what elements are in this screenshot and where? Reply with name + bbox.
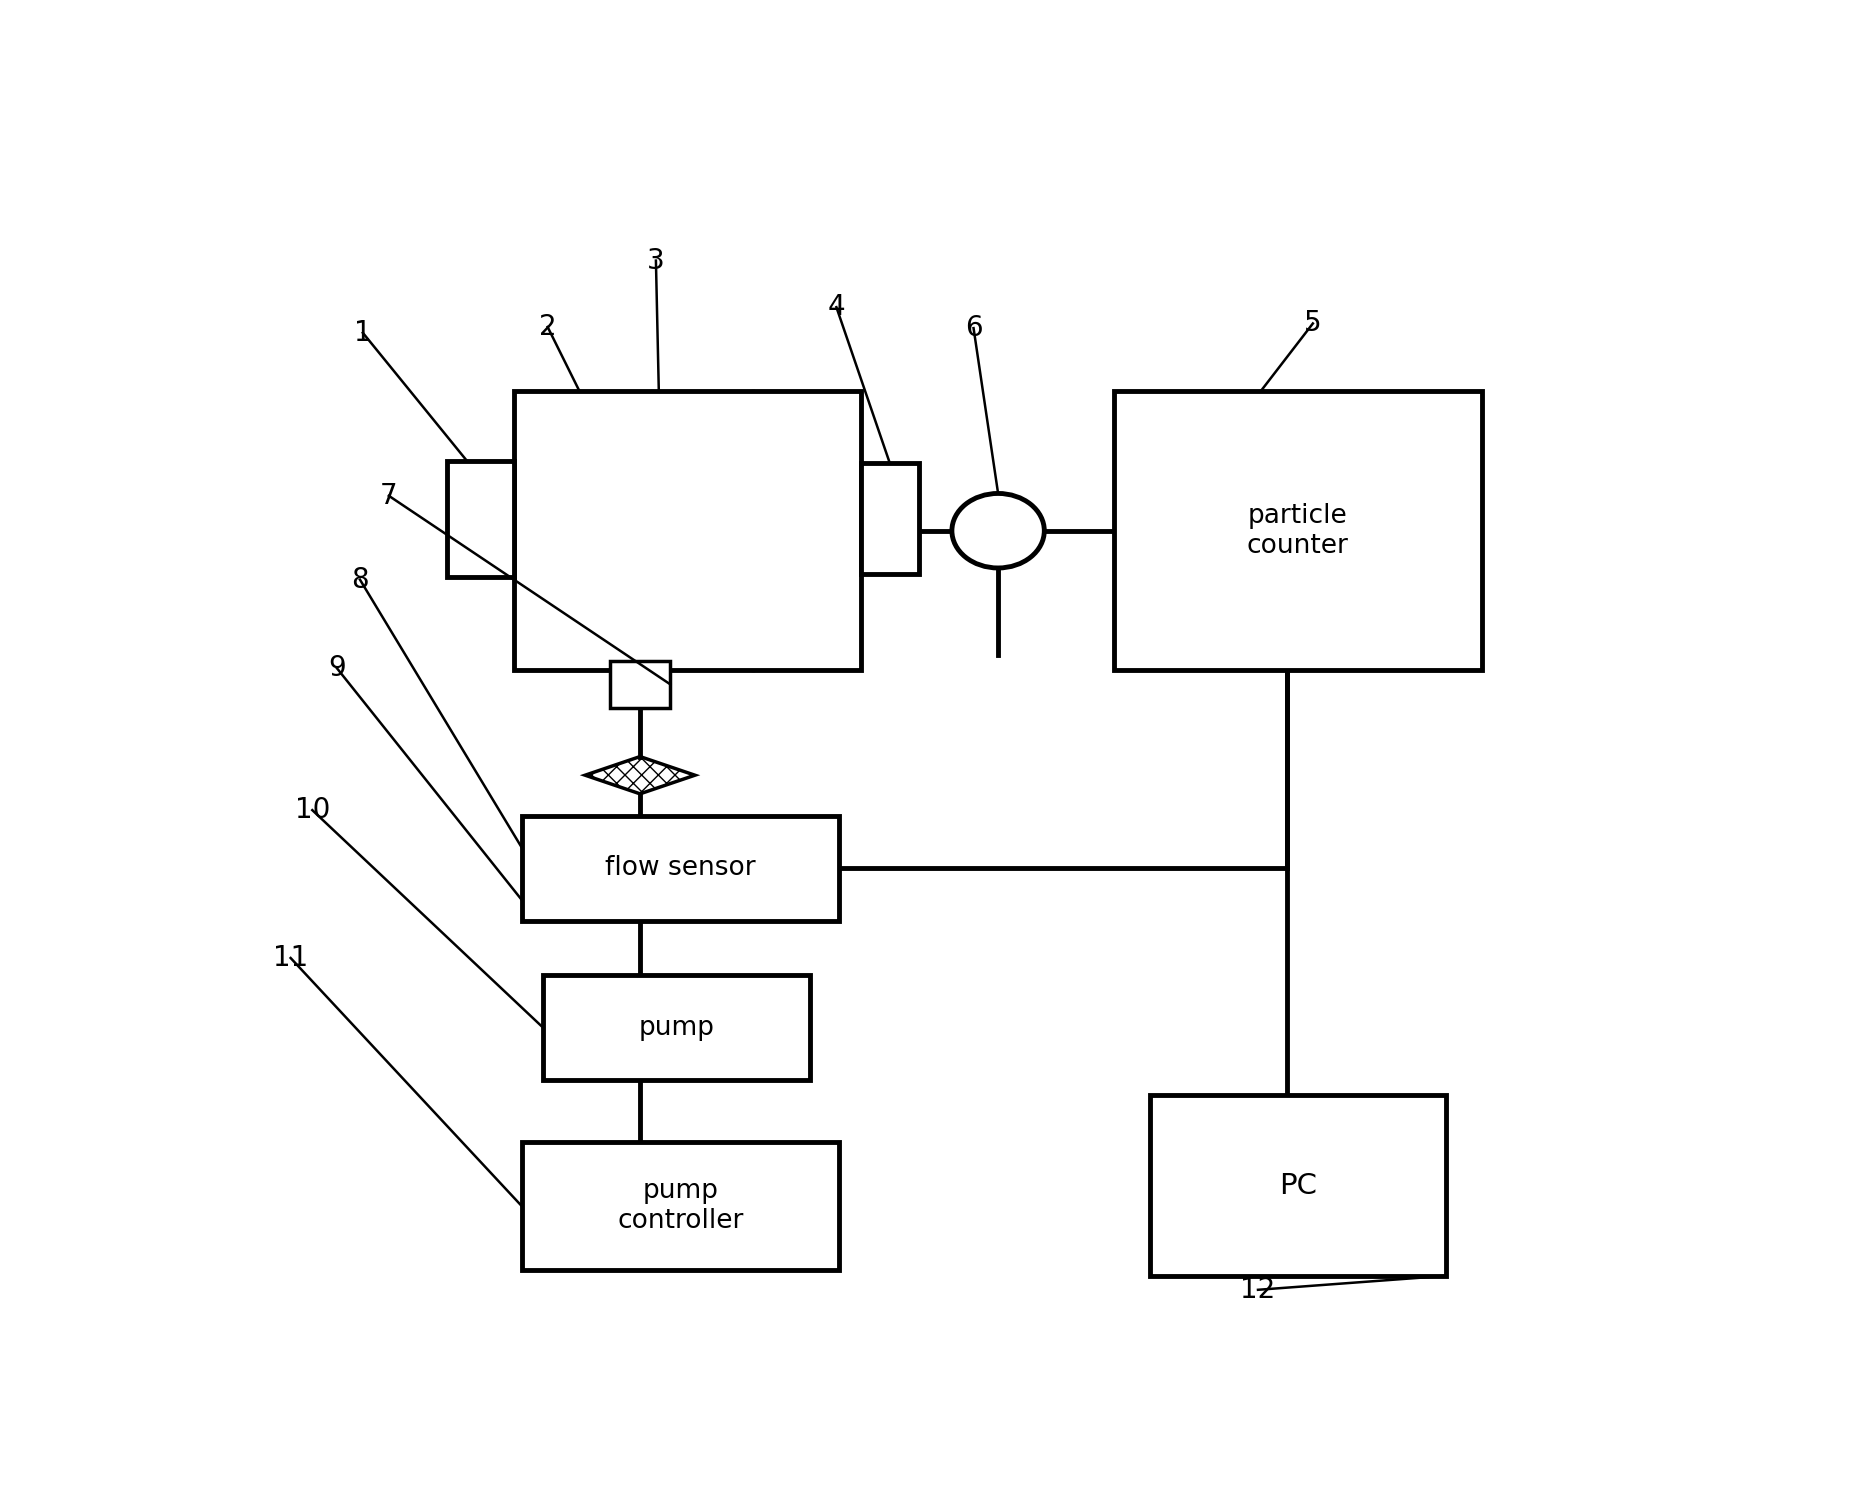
Text: PC: PC: [1278, 1172, 1317, 1199]
Text: 3: 3: [646, 246, 665, 275]
Text: 9: 9: [328, 655, 347, 682]
Text: pump: pump: [639, 1015, 715, 1040]
Text: 12: 12: [1241, 1276, 1276, 1303]
Text: particle
counter: particle counter: [1246, 502, 1349, 559]
Bar: [609, 661, 671, 708]
Bar: [1114, 392, 1481, 670]
Text: 11: 11: [274, 943, 307, 972]
Text: 5: 5: [1304, 310, 1321, 337]
Text: 6: 6: [965, 314, 982, 342]
Bar: [522, 1142, 840, 1270]
Text: 1: 1: [354, 319, 371, 346]
Bar: [447, 461, 514, 578]
Text: 4: 4: [827, 293, 846, 321]
Bar: [522, 816, 840, 921]
Circle shape: [952, 493, 1045, 569]
Text: 2: 2: [538, 313, 557, 342]
Bar: [1149, 1095, 1446, 1276]
Bar: [861, 463, 918, 573]
Text: 10: 10: [294, 797, 330, 824]
Text: flow sensor: flow sensor: [605, 856, 756, 881]
Text: 8: 8: [350, 565, 369, 594]
Text: 7: 7: [380, 482, 397, 510]
Text: pump
controller: pump controller: [617, 1178, 743, 1234]
Bar: [514, 392, 861, 670]
Bar: [544, 975, 810, 1080]
